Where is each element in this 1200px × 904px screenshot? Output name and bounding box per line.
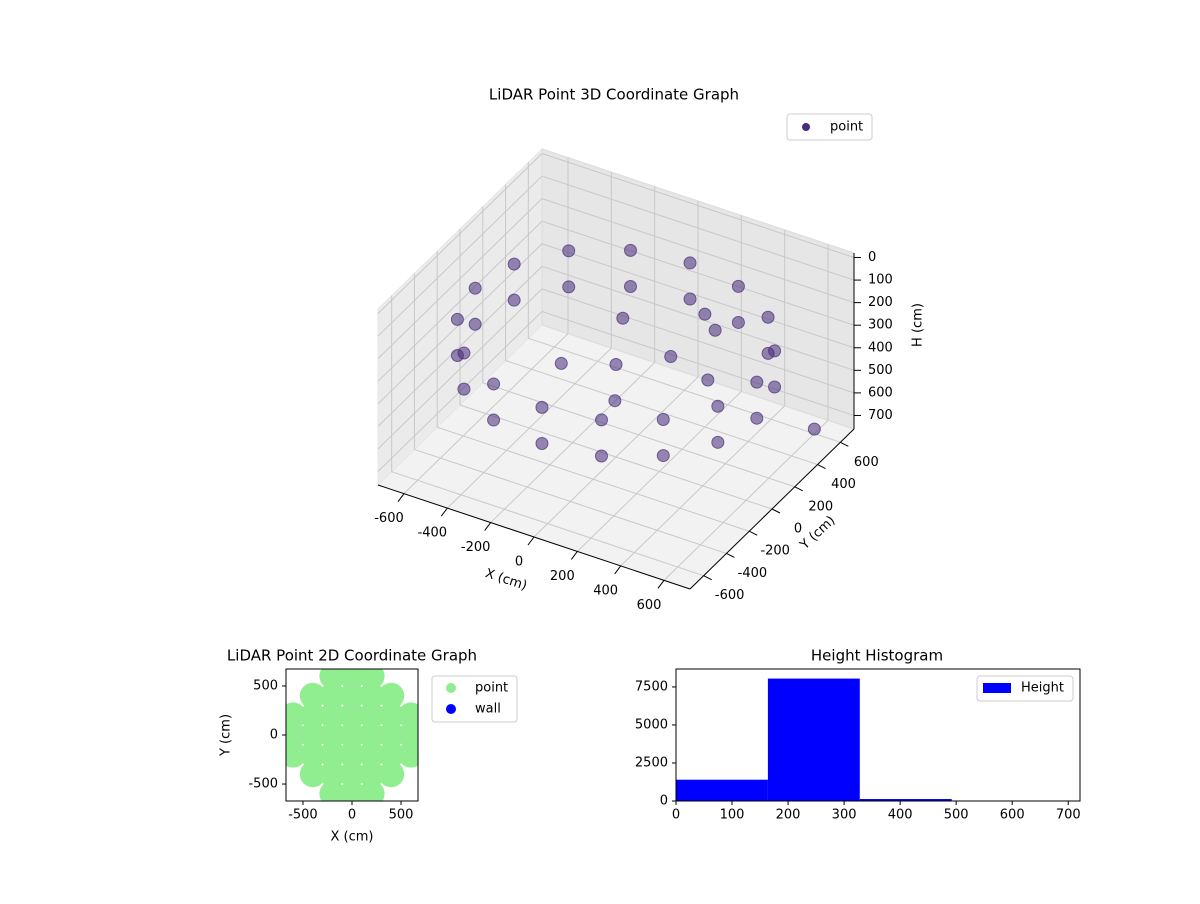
- x-tick-label: 0: [515, 555, 523, 570]
- y-tick-label: 0: [270, 728, 278, 743]
- point: [751, 376, 763, 388]
- x-tick-label: 400: [888, 808, 913, 823]
- y-tick-label: 2500: [635, 755, 668, 770]
- y-tick-label: 400: [831, 477, 856, 492]
- point: [378, 683, 404, 709]
- point: [610, 358, 622, 370]
- y-tick-label: 500: [253, 678, 278, 693]
- point: [508, 258, 520, 270]
- point: [699, 308, 711, 320]
- point: [624, 244, 636, 256]
- y-tick-label: -200: [760, 544, 790, 559]
- point: [563, 245, 575, 257]
- y-tick-label: -500: [248, 777, 278, 792]
- y-tick-label: 600: [854, 455, 879, 470]
- x-tick-label: -200: [461, 540, 491, 555]
- point: [451, 313, 463, 325]
- y-tick-label: 0: [660, 794, 668, 809]
- point: [563, 281, 575, 293]
- x-tick-label: 500: [944, 808, 969, 823]
- x-tick-label: 100: [720, 808, 745, 823]
- x-tick-label: 200: [550, 569, 575, 584]
- point: [657, 450, 669, 462]
- point: [751, 412, 763, 424]
- z-tick-label: 600: [868, 385, 893, 400]
- point: [684, 293, 696, 305]
- point: [762, 311, 774, 323]
- point: [684, 257, 696, 269]
- histogram-bar: [768, 679, 860, 801]
- x-tick-label: 200: [776, 808, 801, 823]
- point: [657, 413, 669, 425]
- legend-marker: [446, 704, 456, 714]
- point: [469, 282, 481, 294]
- z-tick-label: 100: [868, 273, 893, 288]
- point: [536, 437, 548, 449]
- legend-marker: [802, 123, 810, 131]
- point: [702, 374, 714, 386]
- histogram-bar: [676, 780, 768, 801]
- y-tick-label: -600: [715, 588, 745, 603]
- point: [555, 357, 567, 369]
- y-tick-label: 200: [808, 499, 833, 514]
- point: [624, 280, 636, 292]
- point: [596, 414, 608, 426]
- x-tick-label: 500: [389, 808, 414, 823]
- point: [488, 378, 500, 390]
- point: [732, 280, 744, 292]
- x-tick-label: 300: [832, 808, 857, 823]
- chart-title: LiDAR Point 2D Coordinate Graph: [227, 647, 477, 665]
- point: [536, 401, 548, 413]
- point: [712, 400, 724, 412]
- z-tick-label: 200: [868, 295, 893, 310]
- z-tick-label: 300: [868, 318, 893, 333]
- z-tick-label: 400: [868, 340, 893, 355]
- point: [609, 395, 621, 407]
- legend-label: point: [830, 120, 863, 135]
- point: [732, 316, 744, 328]
- point: [665, 351, 677, 363]
- point: [596, 450, 608, 462]
- y-tick-label: 0: [794, 522, 802, 537]
- x-tick-label: 600: [637, 598, 662, 613]
- x-tick-label: -400: [418, 526, 448, 541]
- x-axis-label: X (cm): [331, 830, 374, 845]
- y-tick-label: 7500: [635, 679, 668, 694]
- point: [617, 312, 629, 324]
- z-tick-label: 0: [868, 250, 876, 265]
- chart-title: Height Histogram: [811, 647, 943, 665]
- point: [488, 414, 500, 426]
- point: [762, 347, 774, 359]
- point: [808, 423, 820, 435]
- legend-marker: [983, 683, 1011, 693]
- point: [508, 294, 520, 306]
- x-tick-label: -600: [374, 511, 404, 526]
- legend-label: point: [475, 681, 508, 696]
- legend-marker: [446, 683, 456, 693]
- point: [458, 383, 470, 395]
- x-tick-label: 600: [1000, 808, 1025, 823]
- x-tick-label: 700: [1056, 808, 1081, 823]
- z-tick-label: 500: [868, 363, 893, 378]
- chart-title: LiDAR Point 3D Coordinate Graph: [489, 86, 739, 104]
- z-tick-label: 700: [868, 408, 893, 423]
- y-tick-label: -400: [738, 566, 768, 581]
- x-tick-label: 0: [672, 808, 680, 823]
- y-axis-label: Y (cm): [219, 714, 234, 757]
- legend-label: wall: [475, 702, 501, 717]
- x-tick-label: 0: [348, 808, 356, 823]
- y-tick-label: 5000: [635, 717, 668, 732]
- z-axis-label: H (cm): [911, 303, 926, 347]
- point: [712, 436, 724, 448]
- legend-label: Height: [1021, 681, 1064, 696]
- x-tick-label: 400: [593, 583, 618, 598]
- point: [769, 381, 781, 393]
- point: [451, 350, 463, 362]
- point: [378, 761, 404, 787]
- point: [709, 324, 721, 336]
- point: [469, 318, 481, 330]
- x-tick-label: -500: [288, 808, 318, 823]
